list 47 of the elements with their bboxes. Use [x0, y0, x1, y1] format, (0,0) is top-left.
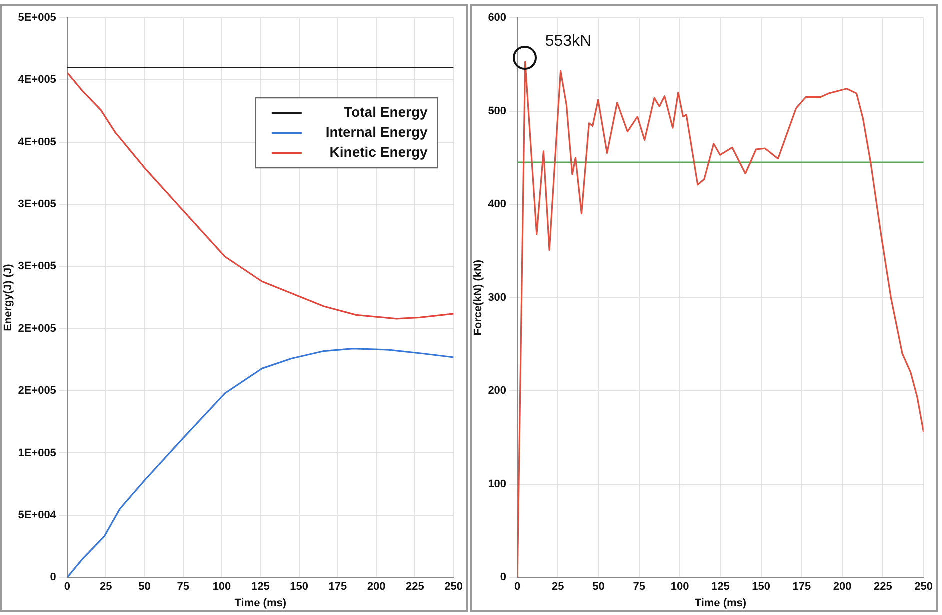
- x-tick-label: 50: [592, 581, 605, 594]
- y-tick-label: 400: [488, 198, 507, 211]
- y-tick-label: 300: [488, 292, 507, 304]
- text: Total Energy: [344, 104, 428, 120]
- x-tick-label: 150: [752, 581, 770, 594]
- y-tick-label: 5E+005: [18, 12, 56, 24]
- y-tick-label: 600: [488, 12, 507, 24]
- y-tick-label: 1E+005: [18, 447, 56, 460]
- y-tick-label: 100: [488, 478, 507, 490]
- x-tick-label: 175: [328, 581, 348, 594]
- y-tick-label: 0: [500, 572, 507, 584]
- x-tick-label: 25: [100, 581, 112, 594]
- x-tick-label: 150: [290, 581, 308, 594]
- x-tick-label: 200: [367, 581, 386, 594]
- x-tick-label: 250: [914, 581, 934, 594]
- x-tick-label: 225: [406, 581, 424, 594]
- x-tick-label: 75: [633, 581, 646, 594]
- y-tick-label: 0: [50, 572, 56, 584]
- annotation: 553kN: [545, 33, 592, 50]
- y-axis-title: Energy(J) (J): [2, 264, 15, 332]
- y-tick-label: 5E+004: [18, 509, 58, 522]
- x-tick-label: 125: [251, 581, 270, 594]
- x-axis-title: Time (ms): [234, 597, 287, 610]
- x-tick-label: 200: [833, 581, 852, 594]
- y-tick-label: 2E+005: [18, 322, 56, 335]
- y-axis-title: Force(kN) (kN): [472, 260, 485, 336]
- x-tick-label: 50: [138, 581, 151, 594]
- x-tick-label: 0: [64, 581, 70, 594]
- x-tick-label: 25: [552, 581, 564, 594]
- y-tick-label: 2E+005: [18, 385, 56, 398]
- x-tick-label: 175: [792, 581, 812, 594]
- x-tick-label: 125: [712, 581, 730, 594]
- x-tick-label: 75: [177, 581, 190, 594]
- y-tick-label: 4E+005: [18, 74, 56, 86]
- x-tick-label: 225: [874, 581, 892, 594]
- legend-label: Internal Energy: [326, 124, 428, 140]
- x-tick-label: 250: [444, 581, 464, 594]
- y-tick-label: 3E+005: [18, 260, 56, 273]
- legend-label: Kinetic Energy: [330, 144, 428, 160]
- y-tick-label: 3E+005: [18, 198, 56, 211]
- y-tick-label: 4E+005: [18, 136, 56, 148]
- x-tick-label: 100: [670, 581, 690, 594]
- x-tick-label: 100: [212, 581, 232, 594]
- x-axis-title: Time (ms): [694, 597, 747, 610]
- y-tick-label: 500: [488, 105, 507, 118]
- y-tick-label: 200: [488, 385, 507, 398]
- x-tick-label: 0: [514, 581, 521, 594]
